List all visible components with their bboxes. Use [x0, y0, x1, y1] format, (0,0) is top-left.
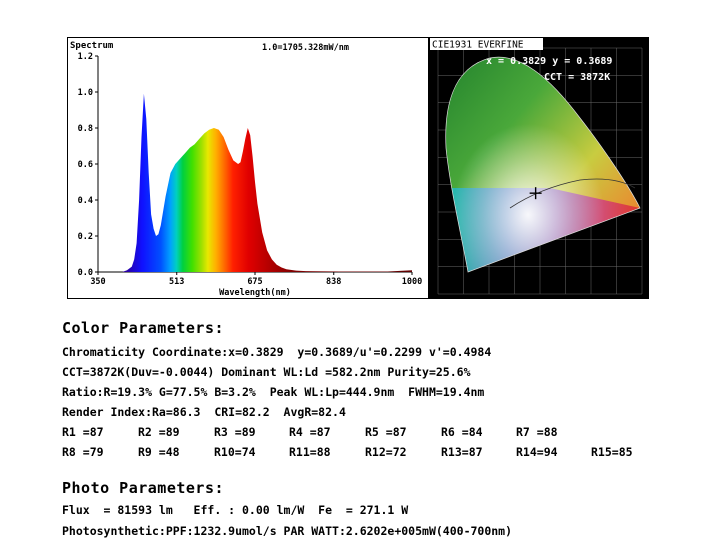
spectrum-x-tick-label: 1000 [402, 277, 422, 287]
ratio-line: Ratio:R=19.3% G=77.5% B=3.2% Peak WL:Lp=… [62, 385, 485, 399]
spectrum-x-tick-label: 350 [90, 277, 105, 287]
spectrum-y-tick-label: 0.0 [78, 268, 93, 278]
r-value: R8 =79 [62, 445, 104, 459]
flux-line: Flux = 81593 lm Eff. : 0.00 lm/W Fe = 27… [62, 503, 409, 517]
r-value: R14=94 [516, 445, 558, 459]
spectrum-y-tick-label: 1.2 [78, 52, 93, 62]
spectrum-scale-annotation: 1.0=1705.328mW/nm [262, 43, 349, 53]
r-value: R10=74 [214, 445, 256, 459]
cie-diagram: CIE1931 EVERFINE x = 0.3829 y = 0.3689 C… [429, 37, 649, 299]
spectrum-y-tick-label: 0.2 [78, 232, 93, 242]
chromaticity-line: Chromaticity Coordinate:x=0.3829 y=0.368… [62, 345, 492, 359]
r-value: R6 =84 [441, 425, 483, 439]
render-index-line: Render Index:Ra=86.3 CRI=82.2 AvgR=82.4 [62, 405, 346, 419]
cie-cct-label: CCT = 3872K [544, 72, 610, 83]
spectrum-chart-svg: 0.0 0.2 0.4 0.6 0.8 1.0 1.2 350 513 675 838 1000 Sp… [70, 41, 422, 298]
spectrum-chart: 0.0 0.2 0.4 0.6 0.8 1.0 1.2 350 513 675 838 1000 Sp… [67, 37, 429, 299]
cie-title: CIE1931 EVERFINE [432, 40, 524, 51]
spectrum-title: Spectrum [70, 41, 114, 51]
r-value: R1 =87 [62, 425, 104, 439]
r-value: R5 =87 [365, 425, 407, 439]
color-parameters-heading: Color Parameters: [62, 319, 225, 337]
spectrum-x-tick-label: 838 [326, 277, 341, 287]
r-value: R12=72 [365, 445, 407, 459]
spectrum-xlabel: Wavelength(nm) [219, 288, 291, 298]
r-value: R7 =88 [516, 425, 558, 439]
r-value: R2 =89 [138, 425, 180, 439]
chromaticity-point-marker [529, 187, 542, 200]
r-value: R3 =89 [214, 425, 256, 439]
r-value: R4 =87 [289, 425, 331, 439]
photosynthetic-line: Photosynthetic:PPF:1232.9umol/s PAR WATT… [62, 524, 513, 538]
spectrum-y-tick-label: 1.0 [78, 88, 93, 98]
spectrum-y-tick-label: 0.8 [78, 124, 93, 134]
spectrum-y-tick-label: 0.6 [78, 160, 93, 170]
cie-diagram-svg: CIE1931 EVERFINE x = 0.3829 y = 0.3689 C… [430, 38, 648, 298]
r-value: R13=87 [441, 445, 483, 459]
spectrum-area [98, 93, 412, 272]
photo-parameters-heading: Photo Parameters: [62, 479, 225, 497]
spectrum-x-tick-label: 675 [247, 277, 262, 287]
cie-coordinate-label: x = 0.3829 y = 0.3689 [486, 56, 612, 67]
cct-line: CCT=3872K(Duv=-0.0044) Dominant WL:Ld =5… [62, 365, 471, 379]
r-value: R9 =48 [138, 445, 180, 459]
r-value: R11=88 [289, 445, 331, 459]
spectrum-y-tick-label: 0.4 [78, 196, 93, 206]
planckian-locus [509, 178, 636, 209]
r-value: R15=85 [591, 445, 633, 459]
spectrum-x-tick-label: 513 [169, 277, 184, 287]
